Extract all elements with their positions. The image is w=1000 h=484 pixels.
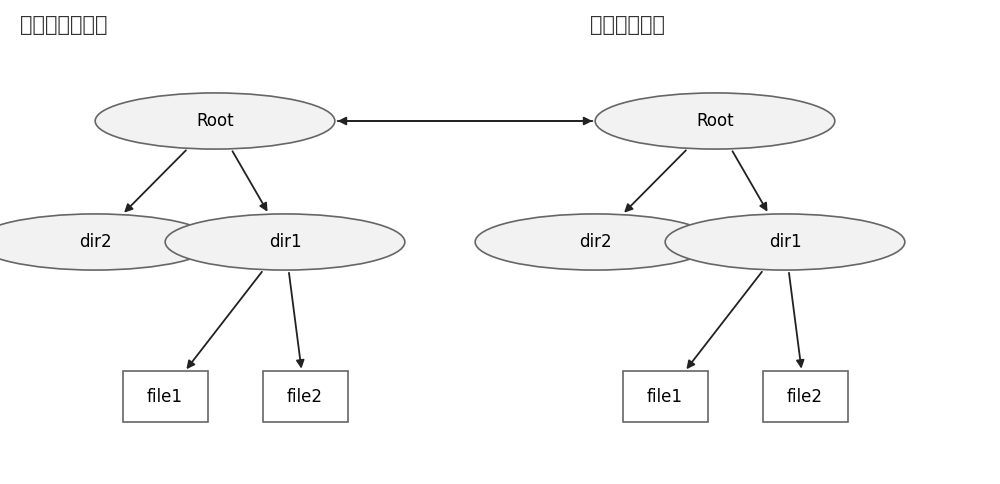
Text: dir2: dir2 bbox=[79, 233, 111, 251]
Text: 底层文件系统: 底层文件系统 bbox=[590, 15, 665, 34]
FancyBboxPatch shape bbox=[622, 372, 708, 422]
Ellipse shape bbox=[595, 93, 835, 149]
Text: dir1: dir1 bbox=[269, 233, 301, 251]
Ellipse shape bbox=[0, 214, 215, 270]
Text: file2: file2 bbox=[787, 388, 823, 406]
Text: file1: file1 bbox=[147, 388, 183, 406]
Text: 内存式文件系统: 内存式文件系统 bbox=[20, 15, 108, 34]
Text: file2: file2 bbox=[287, 388, 323, 406]
FancyBboxPatch shape bbox=[122, 372, 208, 422]
Ellipse shape bbox=[95, 93, 335, 149]
Text: Root: Root bbox=[196, 112, 234, 130]
Ellipse shape bbox=[475, 214, 715, 270]
Ellipse shape bbox=[165, 214, 405, 270]
FancyBboxPatch shape bbox=[763, 372, 848, 422]
Text: file1: file1 bbox=[647, 388, 683, 406]
Text: dir2: dir2 bbox=[579, 233, 611, 251]
Text: Root: Root bbox=[696, 112, 734, 130]
Text: dir1: dir1 bbox=[769, 233, 801, 251]
Ellipse shape bbox=[665, 214, 905, 270]
FancyBboxPatch shape bbox=[262, 372, 348, 422]
